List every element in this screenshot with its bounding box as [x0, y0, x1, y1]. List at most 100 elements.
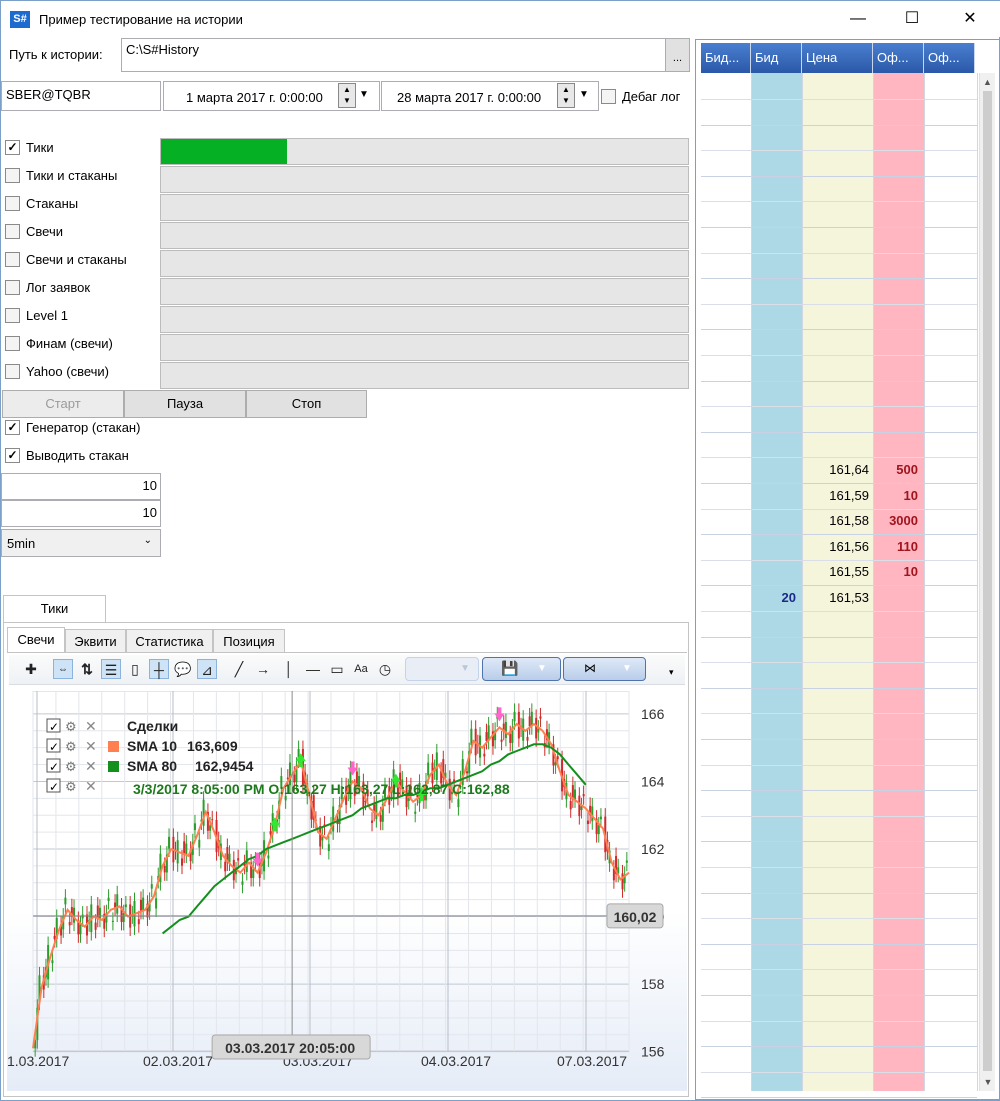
crosshair-icon[interactable]: ┼: [149, 659, 169, 679]
comment-icon[interactable]: 💬: [174, 661, 192, 677]
buy-marker: [269, 817, 280, 832]
tab-equity[interactable]: Эквити: [65, 629, 126, 653]
add-area-icon[interactable]: ✚: [25, 661, 37, 677]
show-depth-checkbox[interactable]: ✓: [5, 448, 20, 463]
candle-body: [327, 844, 330, 852]
candle-body: [269, 831, 272, 835]
maximize-button[interactable]: ☐: [904, 10, 920, 27]
order-book-column-header[interactable]: Бид...: [701, 43, 751, 73]
depth-input-1[interactable]: 10: [1, 473, 161, 500]
order-book-row-line: [701, 175, 977, 177]
from-date-spinner[interactable]: ▲ ▼: [338, 83, 356, 108]
rectangle-icon[interactable]: ▭: [330, 661, 344, 677]
order-book-ask: 10: [903, 564, 918, 580]
order-book-column-header[interactable]: Цена: [802, 43, 873, 73]
mode-checkbox[interactable]: [5, 168, 20, 183]
stop-button[interactable]: Стоп: [246, 390, 367, 418]
mode-checkbox[interactable]: [5, 308, 20, 323]
order-book-column-header[interactable]: Оф...: [873, 43, 924, 73]
tab-statistics[interactable]: Статистика: [126, 629, 213, 653]
depth-input-2[interactable]: 10: [1, 500, 161, 527]
legend-name: Сделки: [127, 718, 178, 734]
candle-body: [448, 778, 451, 801]
mode-checkbox[interactable]: [5, 224, 20, 239]
timeframe-select[interactable]: 5min ⌄: [1, 529, 161, 557]
sma80-line: [161, 743, 587, 935]
to-date-dropdown-icon[interactable]: ▼: [579, 89, 589, 100]
candle-body: [595, 818, 598, 835]
spin-up-icon[interactable]: ▲: [562, 85, 570, 94]
candle-body: [422, 794, 425, 801]
tab-position[interactable]: Позиция: [213, 629, 285, 653]
candle-body: [364, 801, 367, 803]
legend-close-icon: ✕: [85, 739, 97, 755]
tab-candles[interactable]: Свечи: [7, 627, 65, 653]
order-book-column-header[interactable]: Бид: [751, 43, 802, 73]
spin-down-icon[interactable]: ▼: [343, 96, 351, 105]
mode-checkbox[interactable]: [5, 364, 20, 379]
tab-ticks[interactable]: Тики: [3, 595, 106, 623]
candle-body: [211, 819, 214, 821]
price-chart[interactable]: 1561581601621641661.03.201702.03.201703.…: [7, 691, 687, 1091]
order-book-row-line: [701, 559, 977, 561]
candle-body: [73, 907, 76, 923]
close-button[interactable]: ✕: [963, 10, 977, 27]
order-book-column-header[interactable]: Оф...: [924, 43, 975, 73]
history-path-input[interactable]: C:\S#History: [121, 38, 666, 72]
scroll-up-icon[interactable]: ▲: [983, 77, 992, 87]
order-book-row-line: [701, 585, 977, 587]
line-tool-icon[interactable]: ╱: [234, 661, 244, 677]
mode-checkbox[interactable]: [5, 196, 20, 211]
mode-checkbox[interactable]: ✓: [5, 140, 20, 155]
candle-body: [209, 825, 212, 831]
chart-background: [7, 691, 687, 1091]
order-book-row-line: [701, 201, 977, 203]
generator-checkbox[interactable]: ✓: [5, 420, 20, 435]
candle-body: [34, 1040, 37, 1049]
disabled-dropdown-button[interactable]: ▼: [405, 657, 479, 681]
candle-body: [267, 855, 270, 859]
share-dropdown-button[interactable]: ⋈ ▼: [563, 657, 646, 681]
candle-body: [155, 898, 158, 909]
spin-up-icon[interactable]: ▲: [343, 85, 351, 94]
sort-icon[interactable]: ⇅: [81, 661, 93, 677]
order-book-col-line: [802, 73, 803, 1091]
save-dropdown-button[interactable]: 💾 ▼: [482, 657, 561, 681]
from-date-dropdown-icon[interactable]: ▼: [359, 89, 369, 100]
scrollbar-thumb[interactable]: [983, 91, 992, 1071]
mode-checkbox[interactable]: [5, 336, 20, 351]
mode-label: Тики: [26, 140, 54, 155]
ruler-icon[interactable]: ⊿: [197, 659, 217, 679]
vertical-line-icon[interactable]: │: [284, 661, 294, 677]
toolbar-overflow-icon[interactable]: ▾: [669, 667, 674, 677]
browse-button[interactable]: ...: [665, 38, 690, 72]
debug-log-checkbox[interactable]: [601, 89, 616, 104]
security-input[interactable]: SBER@TQBR: [1, 81, 161, 111]
candle-body: [312, 795, 315, 820]
start-button[interactable]: Старт: [2, 390, 124, 418]
mode-checkbox[interactable]: [5, 280, 20, 295]
candle-body: [120, 906, 123, 922]
spin-down-icon[interactable]: ▼: [562, 96, 570, 105]
depth-value-2: 10: [142, 505, 157, 520]
order-book-scrollbar[interactable]: ▲ ▼: [979, 73, 995, 1091]
candle-body: [574, 789, 577, 800]
scroll-down-icon[interactable]: ▼: [983, 1077, 993, 1087]
list-icon[interactable]: ☰: [101, 659, 121, 679]
candle-body: [535, 717, 538, 739]
to-date-spinner[interactable]: ▲ ▼: [557, 83, 575, 108]
legend-check-icon: ✓: [49, 720, 59, 734]
crosshair-y-label: 160,02: [614, 909, 657, 925]
pause-button[interactable]: Пауза: [124, 390, 246, 418]
document-icon[interactable]: ▯: [131, 661, 139, 677]
horizontal-line-icon[interactable]: —: [306, 661, 320, 677]
text-tool-icon[interactable]: Aa: [354, 663, 368, 675]
mode-checkbox[interactable]: [5, 252, 20, 267]
pan-icon[interactable]: ⇔: [53, 659, 73, 679]
candle-body: [450, 791, 453, 795]
candle-body: [379, 815, 382, 822]
minimize-button[interactable]: —: [850, 10, 866, 27]
arrow-tool-icon[interactable]: →: [256, 661, 270, 677]
chevron-down-icon: ▼: [622, 663, 632, 674]
gauge-icon[interactable]: ◷: [378, 661, 392, 677]
